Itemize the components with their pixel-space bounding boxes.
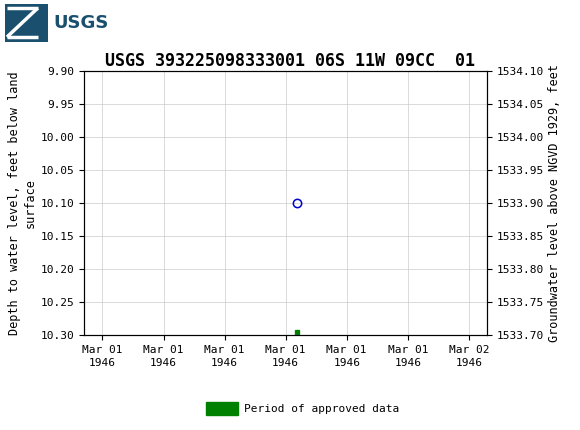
- Text: USGS 393225098333001 06S 11W 09CC  01: USGS 393225098333001 06S 11W 09CC 01: [105, 52, 475, 70]
- Text: Period of approved data: Period of approved data: [244, 403, 399, 414]
- FancyBboxPatch shape: [206, 402, 238, 415]
- Y-axis label: Depth to water level, feet below land
surface: Depth to water level, feet below land su…: [9, 71, 37, 335]
- Y-axis label: Groundwater level above NGVD 1929, feet: Groundwater level above NGVD 1929, feet: [548, 64, 561, 342]
- FancyBboxPatch shape: [5, 3, 95, 42]
- Text: USGS: USGS: [53, 14, 108, 31]
- FancyBboxPatch shape: [5, 3, 48, 42]
